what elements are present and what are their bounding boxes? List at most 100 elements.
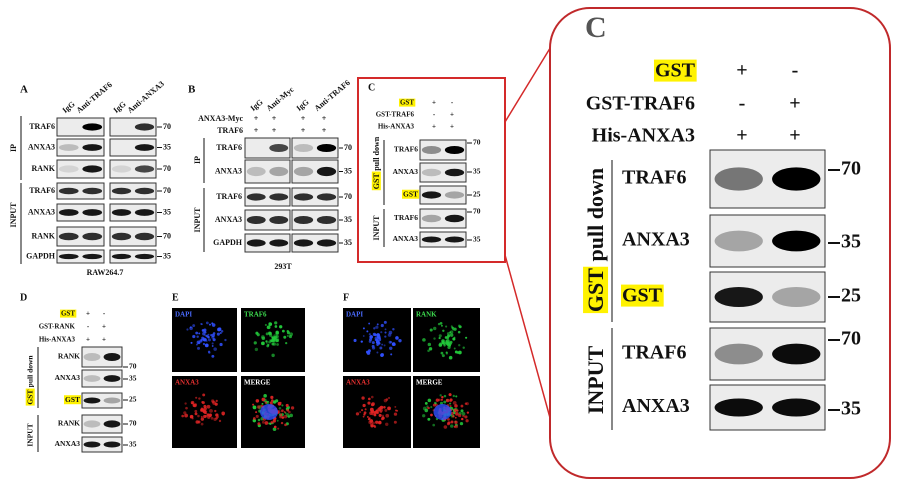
signal: [257, 422, 261, 426]
signal: [376, 334, 381, 339]
signal: [275, 330, 279, 335]
blot-band: [316, 216, 337, 224]
signal: [460, 404, 464, 408]
signal: [455, 412, 459, 416]
signal: [273, 425, 277, 429]
signal: [277, 427, 280, 430]
signal: [186, 328, 189, 331]
signal: [205, 321, 209, 325]
signal: [369, 407, 374, 412]
blot-band: [421, 214, 442, 223]
signal: [224, 338, 227, 342]
channel-label: MERGE: [244, 379, 271, 387]
signal: [290, 406, 295, 410]
signal: [367, 401, 371, 405]
condition-label: GST-TRAF6: [586, 93, 695, 115]
signal: [286, 329, 290, 333]
row-label: GST: [65, 395, 80, 404]
signal: [195, 331, 199, 335]
signal: [261, 397, 266, 402]
signal: [200, 422, 204, 426]
signal: [364, 408, 367, 411]
group-label: GST: [372, 173, 381, 190]
signal: [427, 398, 432, 403]
signal: [214, 409, 217, 413]
blot-band: [83, 375, 101, 382]
signal: [268, 422, 271, 425]
marker-label: 70: [129, 362, 137, 371]
signal: [449, 331, 452, 334]
marker-label: 70: [163, 164, 171, 173]
signal: [461, 417, 464, 421]
signal: [192, 334, 196, 339]
signal: [448, 393, 452, 397]
panel-letter: C: [368, 82, 375, 93]
signal: [368, 322, 371, 325]
signal: [439, 321, 443, 325]
row-label: RANK: [31, 231, 55, 240]
condition-label: GST: [400, 99, 414, 107]
vertical-label: IP: [193, 156, 202, 164]
signal: [216, 415, 220, 419]
blot-band: [103, 353, 121, 361]
blot-band: [772, 167, 821, 191]
signal: [181, 414, 185, 418]
marker-label: 35: [163, 207, 171, 216]
group-label: INPUT: [193, 207, 202, 233]
signal: [369, 411, 373, 415]
marker-label: 35: [344, 215, 352, 224]
blot-band: [82, 209, 103, 216]
row-label: ANXA3: [28, 207, 55, 216]
condition-label: GST: [655, 60, 696, 82]
blot-strip: [81, 346, 123, 368]
panel-letter: D: [20, 292, 27, 303]
marker-label: 70: [473, 207, 481, 216]
marker-label: 70: [473, 138, 481, 147]
blot-band: [103, 441, 121, 448]
marker-label: 70: [163, 231, 171, 240]
group-label: GST: [583, 268, 608, 312]
blot-band: [111, 187, 132, 195]
signal: [286, 408, 290, 412]
channel-label: ANXA3: [175, 379, 199, 387]
blot-band: [82, 187, 103, 195]
signal: [200, 417, 205, 421]
signal: [424, 408, 429, 413]
row-label: TRAF6: [29, 122, 55, 131]
signal: [269, 401, 273, 405]
signal: [376, 411, 379, 414]
signal: [183, 411, 187, 415]
blot-band: [269, 144, 289, 152]
condition-sign: -: [451, 99, 454, 107]
blot-band: [246, 216, 266, 224]
signal: [196, 346, 201, 350]
condition-sign: -: [792, 60, 799, 82]
panel-letter: F: [343, 292, 349, 303]
blot-strip: [291, 187, 339, 207]
blot-band: [82, 232, 103, 241]
blot-band: [293, 216, 314, 224]
signal: [442, 329, 445, 332]
condition-sign: +: [301, 114, 306, 123]
signal: [443, 394, 447, 398]
signal: [268, 322, 272, 326]
condition-label: ANXA3-Myc: [198, 114, 243, 123]
row-label: TRAF6: [216, 192, 242, 201]
blot-strip: [419, 139, 467, 161]
signal: [443, 400, 447, 404]
signal: [429, 328, 433, 332]
marker-label: 70: [129, 419, 137, 428]
group-label: IP: [9, 144, 18, 152]
signal: [210, 416, 214, 420]
signal: [207, 350, 211, 353]
signal: [252, 418, 257, 423]
blot-band: [82, 123, 103, 131]
signal: [271, 353, 275, 358]
signal: [281, 329, 285, 333]
marker-label: 35: [841, 231, 861, 253]
signal: [371, 341, 375, 345]
cell-line: 293T: [274, 262, 292, 271]
signal: [283, 414, 288, 419]
condition-label: TRAF6: [217, 126, 243, 135]
signal: [366, 330, 369, 333]
